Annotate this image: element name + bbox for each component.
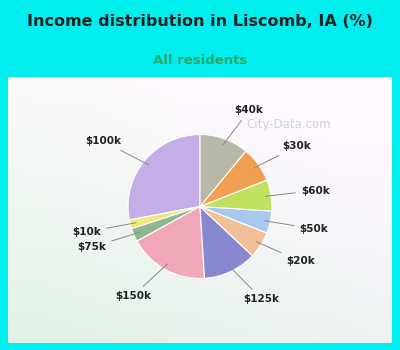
Wedge shape [200,206,272,233]
Text: $125k: $125k [229,266,280,304]
Text: City-Data.com: City-Data.com [246,118,331,131]
Text: $75k: $75k [77,232,139,252]
Text: Income distribution in Liscomb, IA (%): Income distribution in Liscomb, IA (%) [27,14,373,29]
Wedge shape [200,134,246,206]
Text: $100k: $100k [85,136,149,165]
Wedge shape [200,206,267,256]
Wedge shape [200,180,272,211]
Wedge shape [132,206,200,241]
Text: $50k: $50k [264,221,328,234]
Text: All residents: All residents [153,54,247,66]
Text: $150k: $150k [115,264,168,301]
Wedge shape [128,134,200,220]
Text: $40k: $40k [223,105,264,145]
Text: $10k: $10k [72,223,136,237]
Wedge shape [200,206,252,278]
Text: $60k: $60k [265,186,330,196]
Text: $30k: $30k [254,141,312,168]
Text: $20k: $20k [256,241,315,266]
Wedge shape [129,206,200,229]
Wedge shape [137,206,204,279]
Wedge shape [200,151,267,206]
